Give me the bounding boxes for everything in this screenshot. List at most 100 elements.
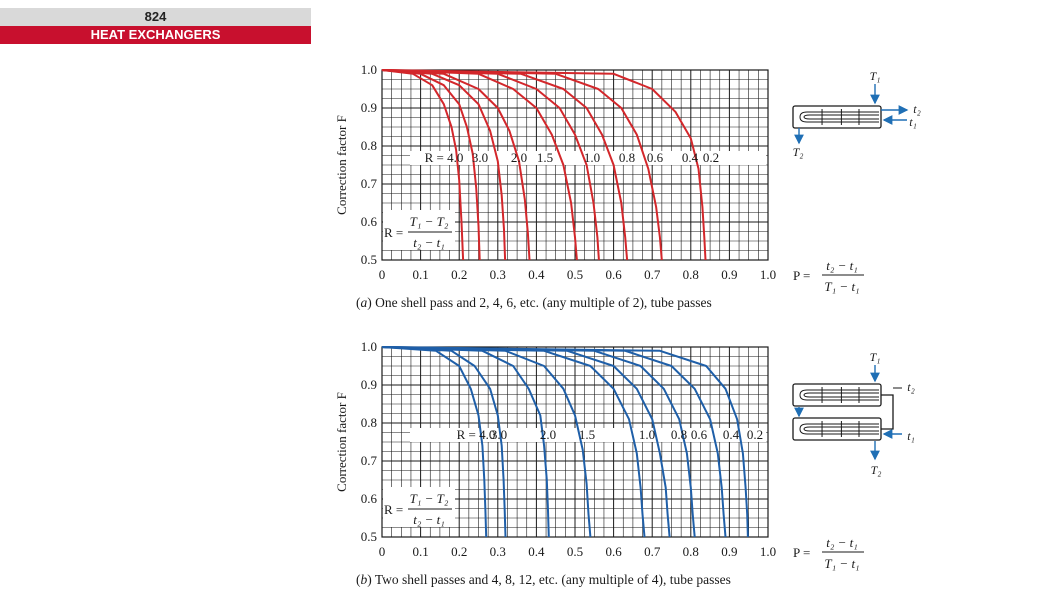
x-tick-label: 0.3 bbox=[490, 267, 506, 282]
r-formula: R = T₁ − T₂ t₂ − t₁ bbox=[383, 210, 455, 250]
curve-r-0-2 bbox=[381, 69, 707, 261]
x-tick-label: 0.1 bbox=[412, 544, 428, 559]
curve-label: R = 4.0 bbox=[425, 150, 464, 165]
r-formula-background bbox=[383, 487, 455, 527]
curve-r-0-8 bbox=[381, 346, 671, 538]
x-tick-label: 0.2 bbox=[451, 267, 467, 282]
p-formula-numerator: t₂ − t₁ bbox=[826, 535, 858, 550]
x-tick-label: 0.1 bbox=[412, 267, 428, 282]
r-formula-background bbox=[383, 210, 455, 250]
curve-label: 0.8 bbox=[671, 427, 687, 442]
curve-label: 1.5 bbox=[579, 427, 595, 442]
figure-caption: (a) One shell pass and 2, 4, 6, etc. (an… bbox=[356, 295, 712, 310]
curve-r-1-5 bbox=[381, 69, 531, 261]
curve-r-1-0 bbox=[381, 69, 578, 261]
curve-label: 0.6 bbox=[647, 150, 664, 165]
shell bbox=[792, 105, 882, 129]
curve-label: 1.5 bbox=[537, 150, 553, 165]
plot-frame bbox=[381, 346, 769, 538]
y-tick-label: 1.0 bbox=[361, 62, 377, 77]
p-formula-numerator: t₂ − t₁ bbox=[826, 258, 858, 273]
shell bbox=[792, 417, 882, 441]
p-formula: P = t₂ − t₁ T₁ − t₁ bbox=[793, 535, 864, 571]
x-tick-label: 0.9 bbox=[721, 267, 737, 282]
chart-b: R = 4.03.0 2.0 1.5 1.0 0.8 0.6 0.4 0.2 0.5 0.6 0.7… bbox=[334, 339, 864, 587]
tube-bundle bbox=[803, 114, 879, 120]
section-title: HEAT EXCHANGERS bbox=[0, 26, 311, 44]
curve-r-2-0 bbox=[381, 69, 507, 261]
curve-label: 0.2 bbox=[703, 150, 719, 165]
y-tick-label: 1.0 bbox=[361, 339, 377, 354]
label-t2-tube-outlet: t₂ bbox=[913, 102, 921, 116]
curve-label: 3.0 bbox=[472, 150, 488, 165]
y-tick-label: 0.7 bbox=[361, 176, 378, 191]
curve-r-3-0 bbox=[381, 69, 481, 261]
x-tick-label: 0.8 bbox=[683, 544, 699, 559]
x-tick-label: 0.5 bbox=[567, 544, 583, 559]
curve-r-2-0 bbox=[381, 346, 550, 538]
curve-label: 0.8 bbox=[619, 150, 635, 165]
curve-r-4-0 bbox=[381, 346, 488, 538]
curve-label: 0.4 bbox=[723, 427, 740, 442]
r-formula-numerator: T₁ − T₂ bbox=[410, 491, 449, 506]
x-tick-label: 0.3 bbox=[490, 544, 506, 559]
curve-r-0-4 bbox=[381, 346, 727, 538]
x-tick-label: 0 bbox=[379, 267, 386, 282]
p-formula-lhs: P = bbox=[793, 545, 810, 560]
curve-r-0-8 bbox=[381, 69, 600, 261]
y-tick-label: 0.9 bbox=[361, 377, 377, 392]
x-tick-label: 0.9 bbox=[721, 544, 737, 559]
x-tick-label: 0.6 bbox=[605, 544, 622, 559]
curve-r-3-0 bbox=[381, 346, 507, 538]
exchanger-diagram-b: T₁ t₂ t₁ T₂ bbox=[792, 350, 915, 477]
x-tick-label: 0.5 bbox=[567, 267, 583, 282]
figure-caption: (b) Two shell passes and 4, 8, 12, etc. … bbox=[356, 572, 731, 587]
p-formula-denominator: T₁ − t₁ bbox=[824, 279, 859, 294]
tube-bundle bbox=[799, 423, 879, 435]
label-t1-shell-inlet: T₁ bbox=[870, 350, 881, 364]
y-tick-label: 0.6 bbox=[361, 491, 378, 506]
r-formula: R = T₁ − T₂ t₂ − t₁ bbox=[383, 487, 455, 527]
plot-frame bbox=[381, 69, 769, 261]
label-t2-shell-outlet: T₂ bbox=[793, 145, 804, 159]
y-tick-label: 0.7 bbox=[361, 453, 378, 468]
shell-connector bbox=[881, 394, 894, 430]
x-tick-label: 0.6 bbox=[605, 267, 622, 282]
x-tick-label: 1.0 bbox=[760, 267, 776, 282]
curve-label: 2.0 bbox=[540, 427, 556, 442]
x-tick-label: 0.8 bbox=[683, 267, 699, 282]
label-t1-shell-inlet: T₁ bbox=[870, 69, 881, 83]
r-formula-lhs: R = bbox=[384, 502, 403, 517]
x-tick-label: 0 bbox=[379, 544, 386, 559]
curve-label: 3.0 bbox=[491, 427, 507, 442]
r-formula-denominator: t₂ − t₁ bbox=[413, 235, 445, 250]
tube-bundle bbox=[803, 392, 879, 398]
y-tick-label: 0.9 bbox=[361, 100, 377, 115]
y-tick-label: 0.6 bbox=[361, 214, 378, 229]
curve-r-0-6 bbox=[381, 346, 696, 538]
curve-r-0-2 bbox=[381, 346, 749, 538]
curve-label: 2.0 bbox=[511, 150, 527, 165]
tube-bundle bbox=[799, 111, 879, 123]
label-strip bbox=[410, 151, 766, 165]
label-t2-tube-outlet: t₂ bbox=[907, 380, 915, 394]
x-tick-label: 1.0 bbox=[760, 544, 776, 559]
curve-r-1-0 bbox=[381, 346, 646, 538]
page-header: 824 HEAT EXCHANGERS bbox=[0, 8, 311, 44]
page-number: 824 bbox=[0, 8, 311, 26]
curve-r-0-6 bbox=[381, 69, 629, 261]
y-tick-label: 0.8 bbox=[361, 138, 377, 153]
r-formula-lhs: R = bbox=[384, 225, 403, 240]
r-formula-denominator: t₂ − t₁ bbox=[413, 512, 445, 527]
x-tick-label: 0.4 bbox=[528, 544, 545, 559]
curve-label: 0.4 bbox=[682, 150, 699, 165]
curve-r-0-4 bbox=[381, 69, 663, 261]
y-tick-label: 0.5 bbox=[361, 252, 377, 267]
label-t2-shell-outlet: T₂ bbox=[871, 463, 882, 477]
x-tick-label: 0.4 bbox=[528, 267, 545, 282]
curve-label: 1.0 bbox=[639, 427, 655, 442]
y-axis-label: Correction factor F bbox=[334, 115, 349, 215]
x-tick-label: 0.2 bbox=[451, 544, 467, 559]
